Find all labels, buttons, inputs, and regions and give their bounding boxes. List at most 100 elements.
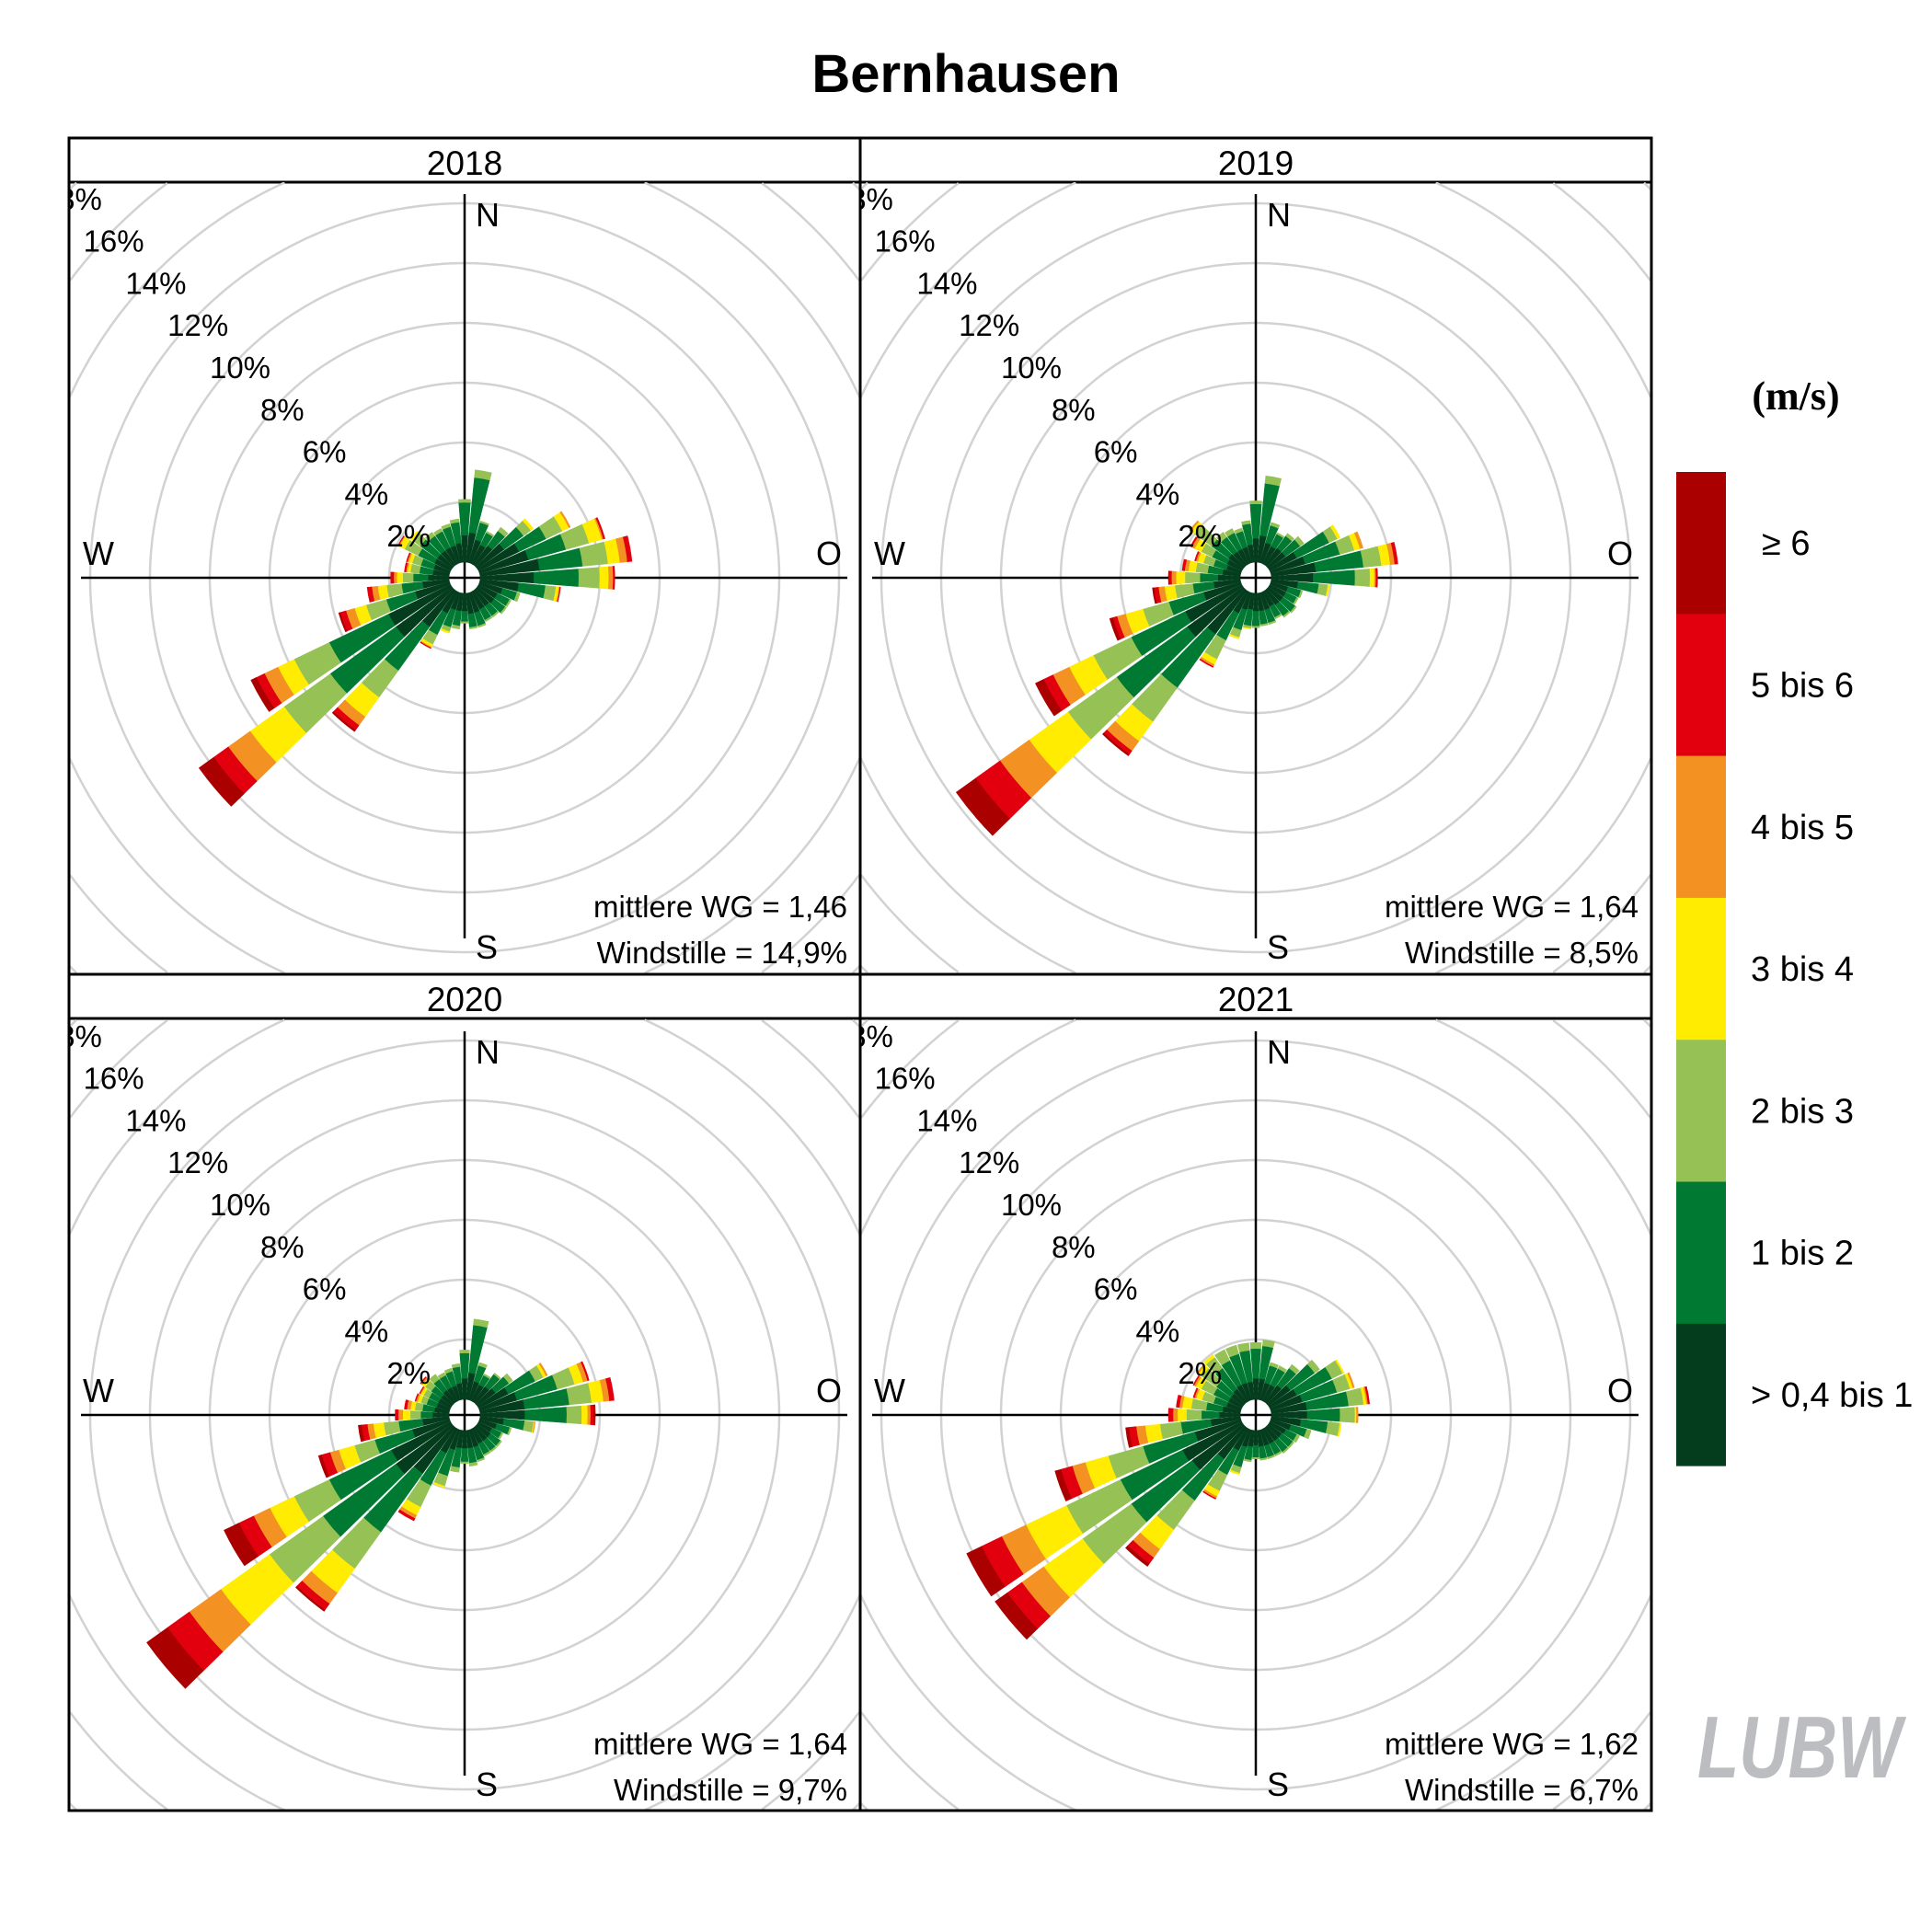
legend-swatch — [1676, 1040, 1726, 1182]
ring-label: 8% — [260, 393, 305, 427]
bar-segment-220deg-class6 — [1102, 732, 1130, 756]
bar-segment-200deg-class3 — [1229, 1469, 1240, 1476]
panel-year-label: 2020 — [427, 981, 502, 1018]
mean-wind-speed: mittlere WG = 1,64 — [593, 1727, 847, 1761]
bar-segment-270deg-class5 — [395, 1409, 399, 1421]
compass-north: N — [476, 196, 500, 234]
ring-label: 4% — [1136, 1314, 1180, 1348]
bar-segment-100deg-class1 — [517, 582, 546, 599]
grid-ring — [69, 182, 860, 974]
compass-east: O — [1607, 1372, 1633, 1409]
legend-swatch — [1676, 614, 1726, 757]
bar-segment-90deg-class3 — [1369, 568, 1375, 588]
bar-segment-10deg-class2 — [1262, 1340, 1275, 1349]
compass-north: N — [476, 1033, 500, 1071]
bar-segment-120deg-class2 — [498, 1432, 504, 1440]
ring-label: 8% — [260, 1230, 305, 1264]
bar-segment-150deg-class2 — [483, 1451, 491, 1457]
ring-label: 16% — [84, 1062, 144, 1096]
bar-segment-100deg-class3 — [1337, 1422, 1342, 1437]
bar-segment-210deg-class5 — [1199, 658, 1214, 668]
panel-year-label: 2019 — [1218, 144, 1294, 182]
bar-segment-100deg-class3 — [1325, 584, 1330, 597]
compass-south: S — [1267, 1765, 1289, 1803]
grid-ring — [88, 201, 841, 954]
ring-label: 4% — [1136, 477, 1180, 511]
ring-label: 14% — [916, 1103, 977, 1137]
bar-segment-270deg-class2 — [402, 572, 414, 583]
panel-2021: 2021 2% 4% 6% 8% 10% 12% 14% 16% 18% N S W Omittlere … — [858, 972, 1653, 1812]
grid-ring — [860, 1018, 1651, 1811]
ring-label: 14% — [125, 1103, 186, 1137]
ring-label: 14% — [916, 266, 977, 300]
bar-segment-200deg-class3 — [440, 628, 450, 634]
bar-segment-160deg-class2 — [477, 1457, 486, 1463]
bar-segment-0deg-class1 — [458, 501, 471, 536]
bar-segment-320deg-class2 — [1215, 532, 1227, 543]
bar-segment-330deg-class2 — [1225, 528, 1235, 537]
bar-segment-230deg-class6 — [955, 777, 1010, 836]
bar-segment-320deg-class2 — [429, 1374, 440, 1385]
panel-2019: 2019 2% 4% 6% 8% 10% 12% 14% 16% 18% N S W Omittlere … — [858, 136, 1653, 976]
bar-segment-30deg-class2 — [483, 1373, 491, 1379]
bar-segment-90deg-class2 — [566, 1405, 582, 1425]
ring-label: 6% — [303, 1272, 347, 1306]
ring-label: 16% — [875, 1062, 936, 1096]
ring-label: 12% — [167, 308, 228, 342]
bar-segment-20deg-class2 — [477, 1362, 488, 1369]
bar-segment-90deg-class2 — [1340, 1407, 1356, 1423]
bar-segment-340deg-class2 — [443, 1367, 454, 1374]
bar-segment-90deg-class5 — [590, 1404, 594, 1426]
bar-segment-90deg-class1 — [1312, 569, 1356, 586]
bar-segment-260deg-class6 — [358, 1424, 365, 1443]
bar-segment-180deg-class1 — [1251, 611, 1260, 627]
bar-segment-90deg-class3 — [581, 1405, 589, 1425]
bar-segment-20deg-class2 — [1270, 522, 1281, 529]
bar-segment-180deg-class2 — [460, 1461, 469, 1465]
bar-segment-10deg-class2 — [474, 469, 492, 481]
bar-segment-40deg-class2 — [493, 1373, 501, 1380]
bar-segment-80deg-class5 — [1364, 1386, 1370, 1405]
bar-segment-180deg-class2 — [1251, 626, 1260, 628]
bar-segment-320deg-class2 — [424, 532, 435, 542]
ring-label: 6% — [303, 435, 347, 469]
ring-label: 8% — [1052, 1230, 1096, 1264]
panel-year-label: 2021 — [1218, 981, 1294, 1018]
bar-segment-230deg-class6 — [198, 756, 245, 807]
grid-ring — [860, 1019, 1651, 1811]
legend: (m/s) ≥ 6 5 bis 6 4 bis 5 3 bis 4 2 bis 3 1 bi… — [1676, 374, 1913, 1466]
bar-segment-280deg-class5 — [1181, 558, 1188, 571]
bar-segment-80deg-class2 — [1345, 1387, 1364, 1407]
ring-label: 10% — [210, 1188, 270, 1222]
grid-ring — [69, 1018, 860, 1811]
bar-segment-280deg-class2 — [409, 563, 421, 574]
grid-ring — [860, 182, 1651, 974]
bar-segment-150deg-class2 — [484, 615, 493, 622]
bar-segment-350deg-class2 — [1241, 520, 1251, 525]
bar-segment-0deg-class2 — [459, 1350, 470, 1354]
bar-segment-340deg-class2 — [1225, 1344, 1239, 1358]
bar-segment-160deg-class2 — [1268, 620, 1277, 626]
ring-label: 14% — [125, 266, 186, 300]
bar-segment-20deg-class2 — [479, 520, 489, 526]
bar-segment-30deg-class2 — [486, 531, 495, 537]
bar-segment-170deg-class2 — [468, 1461, 478, 1467]
bar-segment-270deg-class6 — [1167, 570, 1170, 585]
bar-segment-270deg-class3 — [402, 1409, 411, 1420]
bar-segment-270deg-class3 — [396, 572, 404, 583]
bar-segment-280deg-class5 — [1176, 1395, 1182, 1409]
bar-segment-0deg-class2 — [458, 499, 471, 503]
compass-south: S — [1267, 928, 1289, 966]
panel-header — [858, 972, 1653, 1020]
chart-title: Bernhausen — [811, 44, 1120, 104]
ring-label: 6% — [1094, 435, 1138, 469]
bar-segment-80deg-class5 — [622, 535, 633, 562]
compass-east: O — [1607, 535, 1633, 572]
bar-segment-90deg-class1 — [1306, 1408, 1341, 1422]
panel-2018: 2018 2% 4% 6% 8% 10% 12% 14% 16% 18% N S W Omittlere … — [67, 136, 862, 976]
bar-segment-80deg-class5 — [605, 1377, 615, 1401]
bar-segment-320deg-class3 — [1203, 1354, 1215, 1365]
bar-segment-190deg-class2 — [1243, 1458, 1252, 1463]
